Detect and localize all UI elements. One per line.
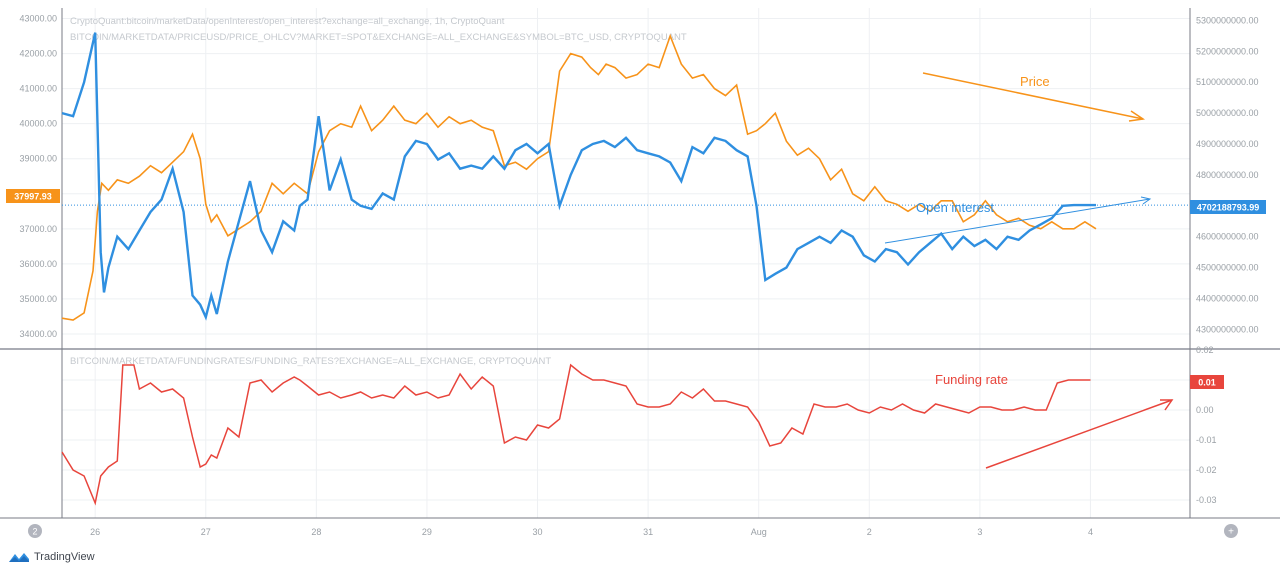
price-annotation: Price <box>1020 74 1050 89</box>
price-trend-arrow <box>922 72 1146 122</box>
price-tick-label: 36000.00 <box>19 259 57 269</box>
open-interest-tick-label: 4900000000.00 <box>1196 139 1259 149</box>
scroll-left-button[interactable]: 2 <box>28 524 42 538</box>
open-interest-tick-label: 4600000000.00 <box>1196 232 1259 242</box>
open-interest-tick-label: 4800000000.00 <box>1196 170 1259 180</box>
funding-tick-label: 0.02 <box>1196 345 1214 355</box>
open-interest-axis: 4300000000.00 4400000000.00 4500000000.00 4… <box>1196 15 1259 334</box>
open-interest-tick-label: 5200000000.00 <box>1196 46 1259 56</box>
svg-text:4702188793.99: 4702188793.99 <box>1197 203 1260 213</box>
price-series-line <box>61 33 1097 321</box>
svg-text:37997.93: 37997.93 <box>14 192 52 202</box>
open-interest-trend-arrow <box>884 196 1152 244</box>
price-tick-label: 37000.00 <box>19 224 57 234</box>
time-tick-label: 4 <box>1088 527 1093 537</box>
price-tick-label: 40000.00 <box>19 119 57 129</box>
open-interest-tick-label: 5000000000.00 <box>1196 108 1259 118</box>
open-interest-tick-label: 4400000000.00 <box>1196 294 1259 304</box>
open-interest-tick-label: 5300000000.00 <box>1196 15 1259 25</box>
funding-tick-label: 0.00 <box>1196 405 1214 415</box>
funding-rate-series-line <box>61 363 1091 506</box>
price-tick-label: 39000.00 <box>19 154 57 164</box>
open-interest-series-line <box>61 32 1096 321</box>
time-tick-label: 30 <box>533 527 543 537</box>
time-tick-label: Aug <box>751 527 767 537</box>
funding-tick-label: -0.01 <box>1196 435 1217 445</box>
time-axis: 26 27 28 29 30 31 Aug 2 3 4 <box>90 527 1093 537</box>
price-axis: 34000.0035000.0036000.0037000.0038000.00… <box>19 14 57 339</box>
funding-tick-label: -0.02 <box>1196 465 1217 475</box>
price-tick-label: 43000.00 <box>19 14 57 24</box>
time-tick-label: 27 <box>201 527 211 537</box>
time-tick-label: 31 <box>643 527 653 537</box>
header-line-2: BITCOIN/MARKETDATA/PRICEUSD/PRICE_OHLCV?… <box>70 32 687 43</box>
funding-axis: -0.03 -0.02 -0.01 0.00 0.01 0.02 <box>1196 345 1217 505</box>
svg-text:2: 2 <box>32 527 37 537</box>
time-tick-label: 3 <box>977 527 982 537</box>
price-value-tag: 37997.93 <box>6 189 60 203</box>
time-tick-label: 29 <box>422 527 432 537</box>
funding-value-tag: 0.01 <box>1190 375 1224 389</box>
open-interest-tick-label: 5100000000.00 <box>1196 77 1259 87</box>
price-tick-label: 34000.00 <box>19 329 57 339</box>
funding-tick-label: -0.03 <box>1196 495 1217 505</box>
tradingview-logo-text: TradingView <box>34 551 95 563</box>
funding-annotation: Funding rate <box>935 372 1008 387</box>
time-tick-label: 26 <box>90 527 100 537</box>
tradingview-logo-icon <box>9 553 29 562</box>
price-tick-label: 41000.00 <box>19 84 57 94</box>
funding-trend-arrow <box>985 399 1174 469</box>
price-tick-label: 42000.00 <box>19 49 57 59</box>
zoom-in-button[interactable]: + <box>1224 524 1238 538</box>
open-interest-annotation: Open interest <box>916 200 994 215</box>
tradingview-logo[interactable]: TradingView <box>8 551 95 563</box>
time-tick-label: 28 <box>311 527 321 537</box>
open-interest-tick-label: 4300000000.00 <box>1196 324 1259 334</box>
open-interest-tick-label: 4500000000.00 <box>1196 263 1259 273</box>
grid <box>62 8 1190 518</box>
open-interest-value-tag: 4702188793.99 <box>1190 200 1266 214</box>
time-tick-label: 2 <box>867 527 872 537</box>
svg-text:0.01: 0.01 <box>1198 378 1216 388</box>
header-line-1: CryptoQuant:bitcoin/marketData/openInter… <box>70 16 505 27</box>
header-line-3: BITCOIN/MARKETDATA/FUNDINGRATES/FUNDING_… <box>70 356 551 367</box>
price-tick-label: 35000.00 <box>19 294 57 304</box>
svg-text:+: + <box>1228 527 1234 538</box>
